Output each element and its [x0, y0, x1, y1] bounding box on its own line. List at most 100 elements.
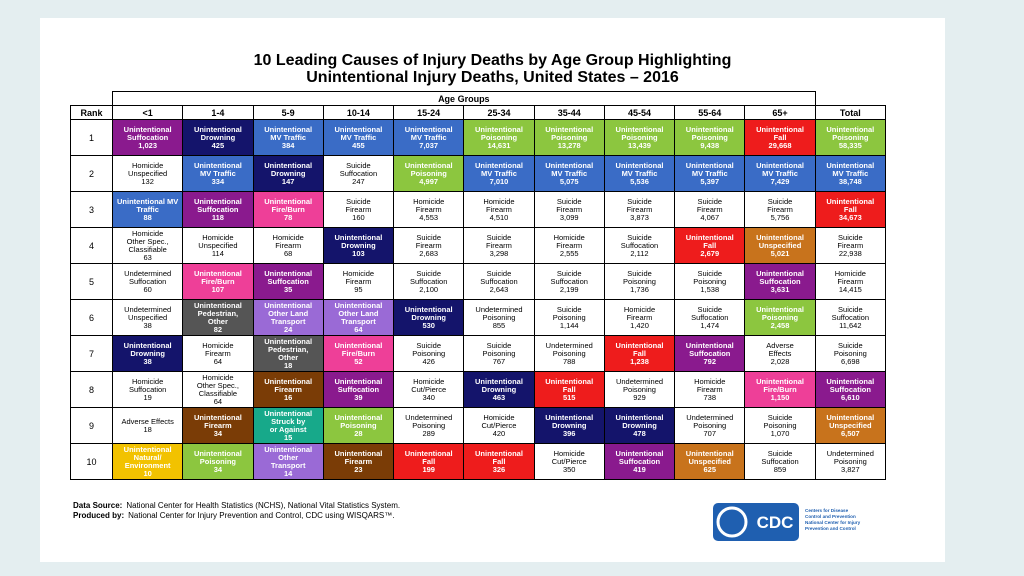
cause-line: Undetermined	[545, 340, 593, 350]
cause-line: Undetermined	[826, 448, 874, 458]
cause-line: Fire/Burn	[763, 384, 797, 394]
cause-line: Unintentional	[685, 448, 734, 458]
cause-line: Unintentional	[193, 268, 242, 278]
cause-line: MV Traffic	[481, 168, 517, 178]
rank: 9	[70, 407, 113, 444]
cause-cell: Unintentional Other Transport 14	[252, 443, 324, 480]
death-count: 4,510	[489, 212, 509, 222]
logo-text-line: Centers for Disease	[805, 508, 849, 513]
cause-line: Firearm	[204, 348, 231, 358]
death-count: 384	[281, 140, 295, 150]
cause-line: Homicide	[553, 232, 585, 242]
cause-line: Poisoning	[693, 420, 727, 430]
cause-line: Fall	[843, 204, 857, 214]
cause-line: Firearm	[415, 240, 442, 250]
cause-line: Homicide	[202, 372, 234, 382]
cause-cell: Suicide Poisoning 426	[393, 335, 465, 372]
cause-line: Fall	[773, 132, 787, 142]
cause-line: Undetermined	[686, 412, 734, 422]
death-count: 34	[213, 464, 223, 474]
cause-line: Fire/Burn	[201, 276, 235, 286]
blank-cell	[814, 91, 886, 106]
cause-cell: Unintentional Poisoning 4,997	[393, 155, 465, 192]
row: 4 Homicide Other Spec., Classifiable 63 Homic…	[70, 227, 887, 264]
cause-line: Unintentional	[334, 300, 383, 310]
cause-cell: Unintentional Drowning 38	[111, 335, 184, 372]
cause-line: Poisoning	[410, 168, 447, 178]
death-count: 29,668	[768, 140, 792, 150]
cause-cell: Suicide Poisoning 6,698	[814, 335, 887, 372]
cause-line: Homicide	[202, 340, 234, 350]
death-count: 1,238	[630, 356, 649, 366]
cause-line: Drowning	[341, 240, 376, 250]
cause-line: Suffocation	[339, 168, 378, 178]
death-count: 64	[354, 324, 363, 334]
cause-cell: Undetermined Poisoning 289	[393, 407, 465, 444]
cause-line: MV Traffic	[691, 168, 728, 178]
death-count: 38	[143, 320, 152, 330]
logo-text-line: National Center for Injury	[805, 520, 861, 525]
death-count: 147	[281, 176, 295, 186]
cause-cell: Homicide Firearm 64	[182, 335, 254, 372]
footer-text: National Center for Health Statistics (N…	[126, 501, 401, 510]
cause-line: Homicide	[834, 268, 866, 278]
cause-line: Other Spec.,	[126, 236, 169, 246]
rank: 2	[70, 155, 113, 192]
cause-cell: Homicide Firearm 14,415	[814, 263, 887, 300]
cause-line: Poisoning	[552, 348, 586, 358]
cause-cell: Suicide Suffocation 2,100	[393, 263, 465, 300]
column-header: 10-14	[322, 105, 395, 120]
cause-line: Unintentional	[545, 124, 594, 134]
cause-cell: Unintentional Drowning 147	[252, 155, 324, 192]
death-count: 4,997	[419, 176, 439, 186]
cause-cell: Unintentional Firearm 16	[252, 371, 324, 408]
cause-line: Suffocation	[831, 312, 870, 322]
cause-line: Firearm	[344, 456, 373, 466]
column-header: Total	[814, 105, 887, 120]
cause-line: Unintentional MV	[117, 196, 179, 206]
cause-line: Unspecified	[758, 240, 802, 250]
cause-line: Drowning	[551, 420, 587, 430]
cause-cell: Unintentional Drowning 478	[603, 407, 676, 444]
cause-line: Unintentional	[545, 160, 594, 170]
death-count: 14,631	[487, 140, 511, 150]
death-count: 34,673	[838, 212, 862, 222]
death-count: 22,938	[838, 248, 862, 258]
cause-line: Unintentional	[826, 196, 875, 206]
cause-cell: Suicide Poisoning 1,736	[603, 263, 676, 300]
cause-line: Poisoning	[412, 348, 446, 358]
cause-cell: Unintentional MV Traffic 5,536	[603, 155, 676, 192]
cause-line: Firearm	[696, 384, 723, 394]
cause-line: Undetermined	[475, 304, 523, 314]
cause-line: MV Traffic	[621, 168, 658, 178]
cause-line: Unintentional	[545, 376, 594, 386]
row: 3 Unintentional MV Traffic 88 Unintentional S…	[70, 191, 887, 228]
cause-line: Traffic	[136, 204, 159, 214]
cause-line: Suffocation	[337, 384, 380, 394]
death-count: 738	[703, 392, 717, 402]
cause-cell: Unintentional Other Land Transport 24	[252, 299, 324, 336]
death-count: 132	[141, 176, 154, 186]
death-count: 855	[492, 320, 506, 330]
death-count: 2,458	[770, 320, 790, 330]
death-count: 16	[283, 392, 293, 402]
cause-cell: Suicide Firearm 4,067	[674, 191, 746, 228]
cause-line: Poisoning	[340, 420, 377, 430]
death-count: 13,278	[557, 140, 581, 150]
column-header: 35-44	[533, 105, 605, 120]
cause-cell: Suicide Suffocation 2,643	[463, 263, 535, 300]
cause-line: Undetermined	[615, 376, 664, 386]
cause-line: or Against	[269, 424, 307, 434]
cause-line: Fall	[633, 348, 646, 358]
cause-cell: Suicide Firearm 5,756	[744, 191, 816, 228]
death-count: 455	[352, 140, 365, 150]
cause-line: Suicide	[486, 268, 512, 278]
death-count: 5,536	[630, 176, 649, 186]
death-count: 38,748	[838, 176, 862, 186]
cause-cell: Unintentional Fire/Burn 52	[322, 335, 395, 372]
death-count: 6,610	[840, 392, 860, 402]
death-count: 10	[143, 468, 152, 478]
cause-cell: Homicide Firearm 738	[674, 371, 746, 408]
cause-cell: Unintentional MV Traffic 7,429	[744, 155, 816, 192]
cause-line: Fall	[703, 240, 717, 250]
